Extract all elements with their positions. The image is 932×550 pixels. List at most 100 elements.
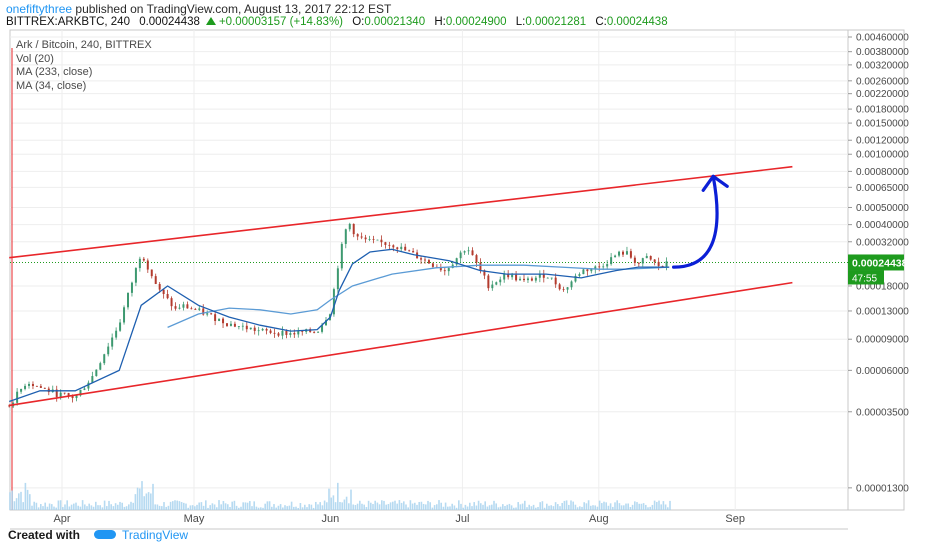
volume-bar <box>403 501 405 510</box>
candle-body <box>289 333 292 335</box>
volume-bar <box>229 506 231 510</box>
volume-bar <box>334 502 337 510</box>
candle-body <box>443 270 446 272</box>
close-label: C: <box>595 16 607 28</box>
volume-bar <box>462 507 464 510</box>
volume-bar <box>185 503 187 510</box>
volume-bar <box>361 503 363 510</box>
volume-bar <box>394 500 396 510</box>
ma34-line <box>8 248 670 403</box>
volume-bar <box>574 504 577 510</box>
candle-body <box>602 266 605 268</box>
volume-bar <box>535 507 537 510</box>
candle-body <box>665 261 668 267</box>
volume-bar <box>563 500 566 510</box>
volume-bar <box>240 506 242 510</box>
volume-bar <box>539 502 541 510</box>
volume-bar <box>396 503 398 510</box>
volume-bar <box>519 504 522 510</box>
volume-bar <box>605 502 607 510</box>
candle-body <box>222 318 225 324</box>
volume-bar <box>119 501 121 510</box>
volume-bar <box>301 507 304 510</box>
x-tick-label: Jun <box>322 513 340 525</box>
channel-lower-line <box>9 281 793 407</box>
volume-bar <box>607 505 610 510</box>
volume-bar <box>95 501 97 510</box>
volume-bar <box>416 504 418 510</box>
volume-bar <box>392 501 394 510</box>
volume-bar <box>97 505 99 510</box>
candle-body <box>206 313 209 315</box>
candle-body <box>570 281 573 288</box>
candle-body <box>313 332 316 333</box>
candle-body <box>107 346 110 355</box>
volume-bar <box>106 506 108 510</box>
volume-bar <box>565 500 568 510</box>
volume-bar <box>110 504 112 510</box>
volume-bar <box>552 506 555 510</box>
volume-bar <box>317 504 319 510</box>
volume-bar <box>618 503 621 510</box>
volume-bar <box>612 506 614 510</box>
candle-body <box>269 330 272 333</box>
volume-bar <box>634 501 636 510</box>
volume-bar <box>176 500 178 510</box>
candle-body <box>641 258 644 264</box>
volume-bar <box>224 503 227 510</box>
volume-bar <box>497 507 500 510</box>
candle-body <box>542 273 545 278</box>
tradingview-brand[interactable]: TradingView <box>122 528 189 542</box>
y-tick-label: 0.00050000 <box>856 203 909 214</box>
volume-bar <box>251 506 253 510</box>
volume-bar <box>451 503 453 510</box>
volume-bar <box>585 503 588 510</box>
candle-body <box>388 244 391 246</box>
volume-bar <box>513 507 515 510</box>
candle-body <box>368 239 371 240</box>
candle-body <box>241 325 244 327</box>
candle-body <box>226 323 228 326</box>
volume-bar <box>411 503 414 510</box>
volume-bar <box>543 507 546 510</box>
volume-bar <box>429 502 431 510</box>
volume-bar <box>374 500 376 510</box>
volume-bar <box>271 506 273 510</box>
candle-body <box>115 330 118 338</box>
volume-bar <box>631 504 634 510</box>
candle-body <box>336 268 339 290</box>
volume-bar <box>407 507 409 510</box>
candle-body <box>467 250 470 252</box>
candle-body <box>87 382 90 389</box>
volume-bar <box>22 502 24 510</box>
candle-body <box>28 383 30 386</box>
author-link[interactable]: onefiftythree <box>6 2 73 16</box>
close-value: 0.00024438 <box>606 16 668 28</box>
candle-body <box>356 234 359 237</box>
volume-bar <box>642 503 645 510</box>
volume-bar <box>598 500 601 510</box>
volume-bar <box>348 503 350 510</box>
volume-bar <box>216 507 218 510</box>
volume-bar <box>422 503 425 510</box>
candle-body <box>633 257 636 263</box>
candle-body <box>558 284 561 290</box>
volume-bar <box>92 506 95 510</box>
candle-body <box>182 304 185 308</box>
candle-body <box>127 292 129 308</box>
volume-bar <box>231 501 233 510</box>
volume-bar <box>312 507 315 510</box>
volume-bar <box>517 502 519 510</box>
volume-bar <box>246 502 249 510</box>
candle-body <box>178 307 181 309</box>
candle-body <box>261 328 264 331</box>
volume-bar <box>381 500 383 510</box>
volume-bar <box>521 503 524 510</box>
price-tag-value: 0.00024438 <box>852 257 908 269</box>
volume-bar <box>442 506 445 510</box>
volume-bar <box>11 490 13 510</box>
candle-body <box>645 256 648 259</box>
volume-bar <box>68 506 71 510</box>
volume-bar <box>504 505 506 510</box>
